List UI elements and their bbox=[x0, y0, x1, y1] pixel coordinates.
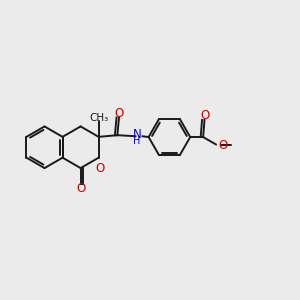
Text: O: O bbox=[218, 139, 228, 152]
Text: O: O bbox=[96, 162, 105, 175]
Text: O: O bbox=[76, 182, 85, 196]
Text: O: O bbox=[114, 107, 124, 120]
Text: CH₃: CH₃ bbox=[89, 113, 109, 123]
Text: O: O bbox=[200, 110, 209, 122]
Text: H: H bbox=[133, 136, 140, 146]
Text: N: N bbox=[132, 128, 141, 140]
